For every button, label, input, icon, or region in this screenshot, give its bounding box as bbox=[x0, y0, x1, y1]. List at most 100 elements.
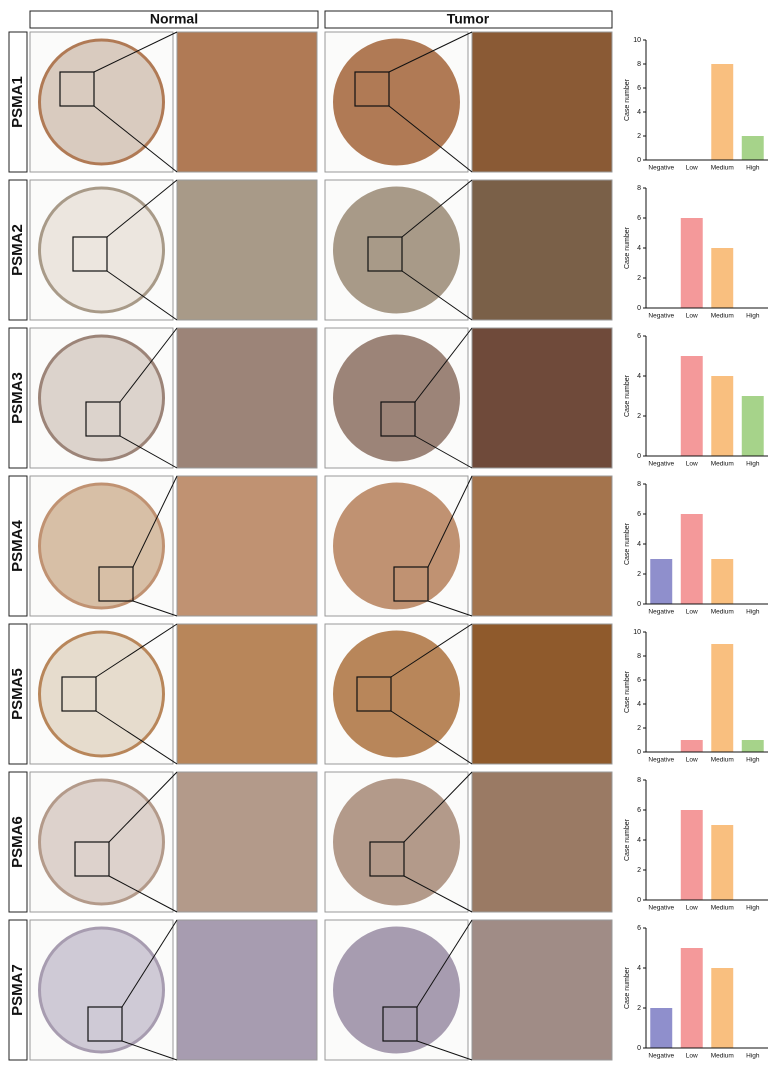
row-label-box bbox=[8, 623, 28, 765]
row-label-box bbox=[8, 31, 28, 173]
x-tick-label: Low bbox=[686, 461, 698, 468]
bar bbox=[741, 740, 764, 752]
y-tick-label: 6 bbox=[637, 333, 641, 340]
x-tick-label: Low bbox=[686, 165, 698, 172]
zoom-line bbox=[106, 270, 178, 321]
y-tick-label: 2 bbox=[637, 1005, 641, 1012]
bar bbox=[680, 218, 703, 308]
zoom-panel bbox=[471, 179, 613, 321]
x-tick-label: Medium bbox=[711, 461, 734, 468]
y-tick-label: 6 bbox=[637, 511, 641, 518]
header-box bbox=[324, 10, 613, 29]
zoom-box bbox=[72, 236, 108, 272]
zoom-line bbox=[403, 771, 473, 843]
zoom-box bbox=[85, 401, 121, 437]
y-tick-label: 0 bbox=[637, 157, 641, 164]
y-tick-label: 2 bbox=[637, 571, 641, 578]
zoom-panel bbox=[471, 475, 613, 617]
zoom-line bbox=[401, 179, 473, 238]
zoom-line bbox=[414, 435, 473, 469]
y-axis-label: Case number bbox=[624, 818, 631, 861]
x-tick-label: Low bbox=[686, 1053, 698, 1060]
zoom-line bbox=[132, 600, 178, 617]
y-tick-label: 8 bbox=[637, 653, 641, 660]
zoom-panel bbox=[176, 919, 318, 1061]
tissue-core bbox=[333, 38, 460, 166]
row-label-box bbox=[8, 475, 28, 617]
x-tick-label: Medium bbox=[711, 313, 734, 320]
zoom-line bbox=[132, 475, 178, 568]
zoom-line bbox=[121, 1040, 178, 1061]
y-tick-label: 2 bbox=[637, 867, 641, 874]
x-tick-label: Negative bbox=[648, 165, 674, 172]
zoom-panel bbox=[471, 31, 613, 173]
zoom-line bbox=[95, 623, 178, 678]
zoom-panel bbox=[471, 623, 613, 765]
y-axis-label: Case number bbox=[624, 522, 631, 565]
zoom-line bbox=[119, 327, 178, 403]
bar bbox=[711, 376, 734, 456]
x-tick-label: Negative bbox=[648, 313, 674, 320]
zoom-box bbox=[87, 1006, 123, 1042]
zoom-line bbox=[121, 919, 178, 1008]
tissue-core bbox=[38, 186, 165, 314]
x-tick-label: Negative bbox=[648, 609, 674, 616]
bar bbox=[711, 559, 734, 604]
zoom-box bbox=[354, 71, 390, 107]
y-tick-label: 0 bbox=[637, 897, 641, 904]
tissue-core bbox=[38, 926, 165, 1054]
zoom-line bbox=[416, 919, 473, 1008]
zoom-box bbox=[61, 676, 97, 712]
zoom-box bbox=[382, 1006, 418, 1042]
zoom-line bbox=[414, 327, 473, 403]
y-axis-label: Case number bbox=[624, 966, 631, 1009]
zoom-box bbox=[380, 401, 416, 437]
tissue-core bbox=[333, 186, 460, 314]
y-tick-label: 2 bbox=[637, 413, 641, 420]
zoom-line bbox=[119, 435, 178, 469]
bar bbox=[711, 248, 734, 308]
zoom-box bbox=[367, 236, 403, 272]
y-axis-label: Case number bbox=[624, 374, 631, 417]
zoom-panel bbox=[176, 179, 318, 321]
y-tick-label: 8 bbox=[637, 61, 641, 68]
zoom-line bbox=[93, 31, 178, 73]
bar bbox=[741, 136, 764, 160]
y-tick-label: 10 bbox=[633, 629, 641, 636]
tissue-core bbox=[38, 334, 165, 462]
y-tick-label: 6 bbox=[637, 807, 641, 814]
zoom-box bbox=[356, 676, 392, 712]
y-tick-label: 4 bbox=[637, 245, 641, 252]
zoom-panel bbox=[176, 771, 318, 913]
zoom-panel bbox=[176, 327, 318, 469]
zoom-box bbox=[369, 841, 405, 877]
zoom-line bbox=[390, 710, 473, 765]
row-label-box bbox=[8, 179, 28, 321]
row-label: PSMA7 bbox=[9, 964, 26, 1016]
bar bbox=[680, 514, 703, 604]
x-tick-label: High bbox=[746, 313, 760, 320]
y-tick-label: 4 bbox=[637, 837, 641, 844]
zoom-line bbox=[427, 600, 473, 617]
column-header: Tumor bbox=[447, 11, 490, 27]
bar bbox=[680, 948, 703, 1048]
x-tick-label: Negative bbox=[648, 757, 674, 764]
zoom-panel bbox=[471, 919, 613, 1061]
y-tick-label: 8 bbox=[637, 777, 641, 784]
row-label: PSMA3 bbox=[9, 372, 26, 424]
y-tick-label: 2 bbox=[637, 275, 641, 282]
zoom-line bbox=[401, 270, 473, 321]
bar bbox=[650, 559, 673, 604]
tissue-core bbox=[38, 482, 165, 610]
y-tick-label: 4 bbox=[637, 373, 641, 380]
x-tick-label: Medium bbox=[711, 757, 734, 764]
row-label-box bbox=[8, 919, 28, 1061]
x-tick-label: Medium bbox=[711, 165, 734, 172]
y-tick-label: 4 bbox=[637, 541, 641, 548]
x-tick-label: Negative bbox=[648, 461, 674, 468]
y-axis-label: Case number bbox=[624, 78, 631, 121]
bar bbox=[711, 644, 734, 752]
row-label-box bbox=[8, 327, 28, 469]
row-label: PSMA5 bbox=[9, 668, 26, 720]
